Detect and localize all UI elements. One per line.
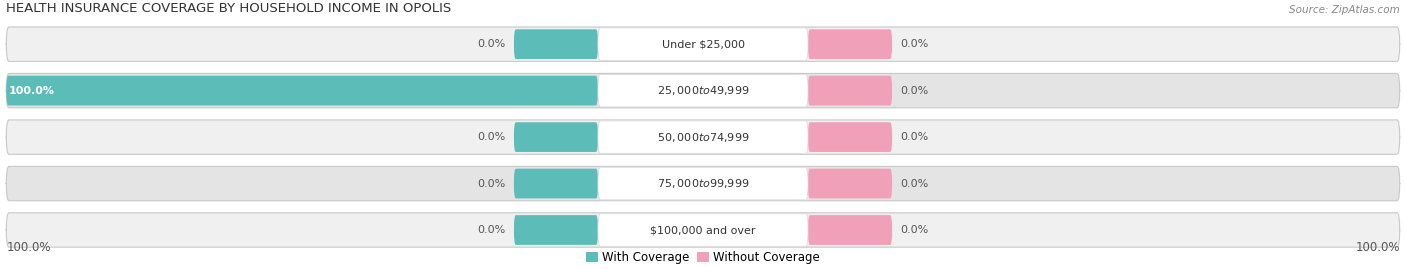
Text: 0.0%: 0.0% [900, 132, 929, 142]
Text: $75,000 to $99,999: $75,000 to $99,999 [657, 177, 749, 190]
Text: HEALTH INSURANCE COVERAGE BY HOUSEHOLD INCOME IN OPOLIS: HEALTH INSURANCE COVERAGE BY HOUSEHOLD I… [6, 2, 451, 15]
FancyBboxPatch shape [808, 169, 891, 199]
FancyBboxPatch shape [808, 76, 891, 105]
Text: $25,000 to $49,999: $25,000 to $49,999 [657, 84, 749, 97]
Text: 0.0%: 0.0% [900, 179, 929, 189]
Text: 0.0%: 0.0% [477, 132, 506, 142]
FancyBboxPatch shape [6, 213, 1400, 247]
FancyBboxPatch shape [515, 29, 598, 59]
FancyBboxPatch shape [808, 122, 891, 152]
Text: 0.0%: 0.0% [477, 179, 506, 189]
Text: 0.0%: 0.0% [477, 39, 506, 49]
Text: 100.0%: 100.0% [8, 86, 55, 96]
Text: Under $25,000: Under $25,000 [661, 39, 745, 49]
Text: 0.0%: 0.0% [900, 39, 929, 49]
FancyBboxPatch shape [6, 73, 1400, 108]
Text: $50,000 to $74,999: $50,000 to $74,999 [657, 130, 749, 144]
FancyBboxPatch shape [808, 29, 891, 59]
FancyBboxPatch shape [6, 120, 1400, 154]
Text: 100.0%: 100.0% [1355, 241, 1400, 254]
FancyBboxPatch shape [515, 169, 598, 199]
FancyBboxPatch shape [6, 27, 1400, 61]
FancyBboxPatch shape [515, 122, 598, 152]
Text: 0.0%: 0.0% [477, 225, 506, 235]
FancyBboxPatch shape [6, 76, 598, 105]
FancyBboxPatch shape [598, 167, 808, 200]
FancyBboxPatch shape [6, 166, 1400, 201]
Text: Source: ZipAtlas.com: Source: ZipAtlas.com [1289, 5, 1400, 15]
FancyBboxPatch shape [808, 215, 891, 245]
FancyBboxPatch shape [598, 214, 808, 246]
FancyBboxPatch shape [598, 121, 808, 153]
FancyBboxPatch shape [598, 28, 808, 61]
FancyBboxPatch shape [598, 74, 808, 107]
FancyBboxPatch shape [515, 215, 598, 245]
Text: $100,000 and over: $100,000 and over [650, 225, 756, 235]
Text: 0.0%: 0.0% [900, 86, 929, 96]
Text: 100.0%: 100.0% [6, 241, 51, 254]
Legend: With Coverage, Without Coverage: With Coverage, Without Coverage [581, 246, 825, 269]
Text: 0.0%: 0.0% [900, 225, 929, 235]
